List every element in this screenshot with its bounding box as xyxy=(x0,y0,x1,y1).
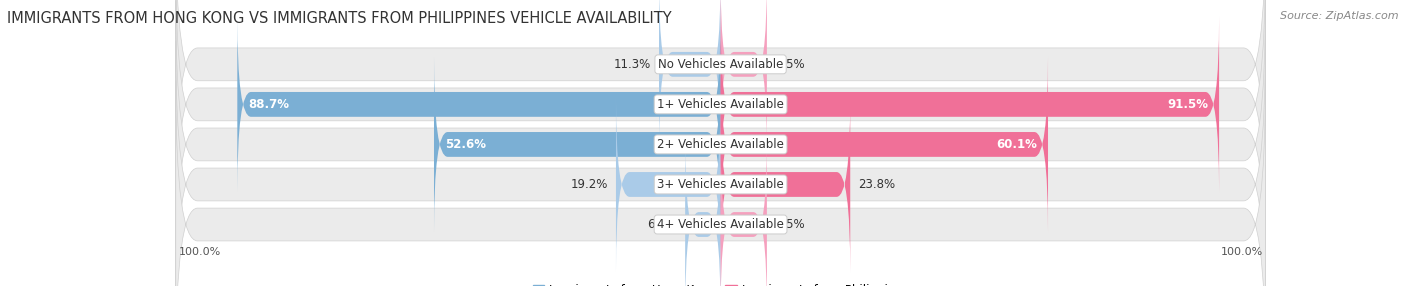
FancyBboxPatch shape xyxy=(176,81,1265,286)
FancyBboxPatch shape xyxy=(238,17,721,192)
Text: 8.5%: 8.5% xyxy=(775,58,804,71)
Text: 2+ Vehicles Available: 2+ Vehicles Available xyxy=(657,138,785,151)
Text: 3+ Vehicles Available: 3+ Vehicles Available xyxy=(657,178,785,191)
FancyBboxPatch shape xyxy=(616,97,721,272)
Text: 1+ Vehicles Available: 1+ Vehicles Available xyxy=(657,98,785,111)
Text: 4+ Vehicles Available: 4+ Vehicles Available xyxy=(657,218,785,231)
FancyBboxPatch shape xyxy=(721,0,766,152)
Text: 6.5%: 6.5% xyxy=(647,218,678,231)
Text: 100.0%: 100.0% xyxy=(1220,247,1263,257)
Text: 60.1%: 60.1% xyxy=(997,138,1038,151)
Text: 100.0%: 100.0% xyxy=(179,247,221,257)
FancyBboxPatch shape xyxy=(659,0,721,152)
Legend: Immigrants from Hong Kong, Immigrants from Philippines: Immigrants from Hong Kong, Immigrants fr… xyxy=(533,284,908,286)
Text: 52.6%: 52.6% xyxy=(444,138,486,151)
Text: 88.7%: 88.7% xyxy=(249,98,290,111)
FancyBboxPatch shape xyxy=(176,0,1265,248)
Text: 23.8%: 23.8% xyxy=(859,178,896,191)
FancyBboxPatch shape xyxy=(721,17,1219,192)
FancyBboxPatch shape xyxy=(721,57,1047,232)
Text: 8.5%: 8.5% xyxy=(775,218,804,231)
FancyBboxPatch shape xyxy=(176,0,1265,208)
FancyBboxPatch shape xyxy=(176,41,1265,286)
FancyBboxPatch shape xyxy=(721,97,851,272)
FancyBboxPatch shape xyxy=(176,1,1265,286)
FancyBboxPatch shape xyxy=(434,57,721,232)
Text: Source: ZipAtlas.com: Source: ZipAtlas.com xyxy=(1281,11,1399,21)
Text: IMMIGRANTS FROM HONG KONG VS IMMIGRANTS FROM PHILIPPINES VEHICLE AVAILABILITY: IMMIGRANTS FROM HONG KONG VS IMMIGRANTS … xyxy=(7,11,672,26)
Text: 19.2%: 19.2% xyxy=(571,178,607,191)
Text: 91.5%: 91.5% xyxy=(1167,98,1208,111)
Text: 11.3%: 11.3% xyxy=(613,58,651,71)
FancyBboxPatch shape xyxy=(685,137,721,286)
Text: No Vehicles Available: No Vehicles Available xyxy=(658,58,783,71)
FancyBboxPatch shape xyxy=(721,137,766,286)
